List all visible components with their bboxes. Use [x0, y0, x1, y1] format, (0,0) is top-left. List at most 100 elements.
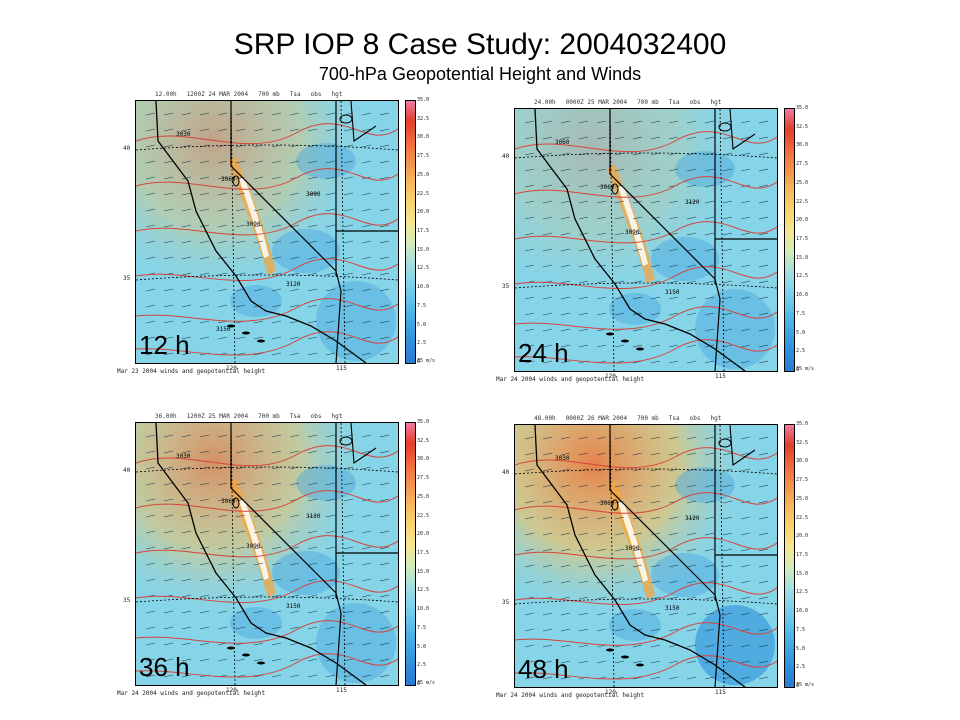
panel-header-field: 1200Z 24 MAR 2004	[186, 91, 249, 98]
colorbar-tick-label: 15.0	[796, 570, 809, 577]
latitude-label: 35	[123, 275, 131, 282]
colorbar-tick-label: 32.5	[417, 115, 430, 122]
panel-header-field: 700 mb	[258, 413, 280, 420]
panel-header-field: 700 mb	[258, 91, 280, 98]
contour-label: 3150	[216, 326, 231, 333]
lead-time-label: 36 h	[139, 652, 190, 682]
colorbar-tick-label: 27.5	[796, 161, 809, 168]
colorbar-tick-label: 20.0	[417, 209, 430, 216]
panel-header-field: obs	[310, 91, 322, 98]
panel-header-field: obs	[689, 415, 701, 422]
slide-subtitle: 700-hPa Geopotential Height and Winds	[318, 64, 642, 84]
colorbar-tick-label: 30.0	[796, 142, 809, 149]
colorbar-tick-label: 10.0	[796, 292, 809, 299]
panel-header-field: obs	[689, 99, 701, 106]
colorbar-tick-label: 12.5	[796, 273, 809, 280]
lead-time-label: 48 h	[518, 654, 569, 684]
contour-label: 3030	[176, 131, 191, 138]
panel-header: 24.00h 0000Z 25 MAR 2004 700 mb Tsa obs hgt	[534, 98, 814, 108]
colorbar-tick-label: 20.0	[796, 533, 809, 540]
colorbar-tick-label: 20.0	[417, 531, 430, 538]
contour-label: 3090	[625, 229, 640, 236]
colorbar-tick-label: 10.0	[417, 284, 430, 291]
slide-title: SRP IOP 8 Case Study: 2004032400	[233, 28, 727, 61]
colorbar-tick-label: 2.5	[417, 662, 427, 669]
colorbar-tick-label: 12.5	[417, 265, 430, 272]
longitude-label: 120	[605, 689, 616, 696]
panel-footer: Mar 24 2004 winds and geopotential heigh…	[496, 376, 645, 383]
panel-header-field: 0000Z 25 MAR 2004	[565, 99, 628, 106]
colorbar-tick-label: 27.5	[796, 477, 809, 484]
panel-header: 48.00h 0000Z 26 MAR 2004 700 mb Tsa obs hgt	[534, 414, 814, 424]
longitude-label: 115	[715, 373, 726, 380]
panel-header-field: hgt	[331, 413, 343, 420]
contour-label: 3060	[600, 500, 615, 507]
colorbar-tick-label: 27.5	[417, 153, 430, 160]
colorbar-tick-label: 2.5	[796, 664, 806, 671]
colorbar-tick-label: 15.0	[417, 568, 430, 575]
colorbar	[784, 424, 795, 688]
longitude-label: 120	[605, 373, 616, 380]
contour-label: 3120	[286, 281, 301, 288]
colorbar	[405, 422, 416, 686]
colorbar-tick-label: 7.5	[417, 624, 427, 631]
contour-label: 3120	[685, 515, 700, 522]
colorbar-tick-label: 22.5	[796, 198, 809, 205]
colorbar	[405, 100, 416, 364]
colorbar-unit: 35 m/s	[796, 682, 815, 688]
colorbar-labels: 35.0 32.5 30.0 27.5 25.0 22.5 20.0 17.5 15.0 12.5…	[796, 421, 818, 689]
colorbar-tick-label: 17.5	[796, 236, 809, 242]
colorbar-tick-label: 35.0	[417, 97, 430, 103]
panel-header-field: 12.00h	[155, 91, 177, 98]
panel-header-field: 48.00h	[534, 415, 556, 422]
colorbar-labels: 35.0 32.5 30.0 27.5 25.0 22.5 20.0 17.5 15.0 12.5…	[796, 105, 818, 373]
panel-header-field: hgt	[331, 91, 343, 98]
contour-label: 3150	[665, 289, 680, 296]
colorbar-tick-label: 25.0	[796, 495, 809, 502]
panel-header-field: Tsa	[289, 91, 301, 98]
map-image: 3030 3060 3090 3090 3120 3150	[135, 100, 399, 364]
colorbar-tick-label: 22.5	[417, 190, 430, 197]
colorbar-tick-label: 32.5	[796, 123, 809, 130]
colorbar-tick-label: 0	[796, 367, 800, 373]
colorbar-tick-label: 7.5	[796, 310, 806, 317]
panel-footer: Mar 24 2004 winds and geopotential heigh…	[496, 692, 645, 699]
latitude-label: 40	[502, 153, 510, 160]
contour-label: 3030	[176, 453, 191, 460]
panel-header: 36.00h 1200Z 25 MAR 2004 700 mb Tsa obs hgt	[155, 412, 435, 422]
panel-header-field: 700 mb	[637, 415, 659, 422]
panel-footer: Mar 23 2004 winds and geopotential heigh…	[117, 368, 266, 375]
latitude-label: 40	[123, 145, 131, 152]
panel-header-field: 0000Z 26 MAR 2004	[565, 415, 628, 422]
colorbar-tick-label: 30.0	[417, 456, 430, 463]
colorbar-tick-label: 25.0	[796, 179, 809, 186]
map-image: 3030 3060 3090 3120 3150	[514, 424, 778, 688]
contour-label: 3090	[625, 545, 640, 552]
wind-map-svg: 3030 3060 3090 3090 3120 3150	[136, 101, 398, 363]
contour-label: 3150	[286, 603, 301, 610]
colorbar-unit: 35 m/s	[417, 358, 436, 364]
colorbar-tick-label: 5.0	[417, 643, 427, 650]
forecast-panel: 36.00h 1200Z 25 MAR 2004 700 mb Tsa obs hgt 30…	[117, 413, 445, 708]
panel-header-field: 36.00h	[155, 413, 177, 420]
map-image: 3030 3060 3090 3120 3150	[135, 422, 399, 686]
colorbar-labels: 35.0 32.5 30.0 27.5 25.0 22.5 20.0 17.5 15.0 12.5…	[417, 419, 439, 687]
contour-label: 3060	[221, 498, 236, 505]
colorbar-tick-label: 27.5	[417, 475, 430, 482]
colorbar-tick-label: 12.5	[417, 587, 430, 594]
colorbar-tick-label: 25.0	[417, 493, 430, 500]
panel-header-field: hgt	[710, 415, 722, 422]
colorbar-tick-label: 17.5	[417, 550, 430, 556]
latitude-label: 40	[502, 469, 510, 476]
longitude-label: 120	[226, 687, 237, 694]
colorbar-unit: 35 m/s	[417, 680, 436, 686]
colorbar-tick-label: 0	[417, 359, 421, 365]
latitude-label: 35	[502, 599, 510, 606]
forecast-panel: 48.00h 0000Z 26 MAR 2004 700 mb Tsa obs hgt 30…	[496, 415, 824, 710]
wind-map-svg: 3030 3060 3090 3120 3150	[515, 425, 777, 687]
colorbar-tick-label: 35.0	[796, 105, 809, 111]
panel-header: 12.00h 1200Z 24 MAR 2004 700 mb Tsa obs hgt	[155, 90, 435, 100]
colorbar-tick-label: 35.0	[796, 421, 809, 427]
colorbar-tick-label: 30.0	[417, 134, 430, 141]
contour-label: 3090	[306, 191, 321, 198]
